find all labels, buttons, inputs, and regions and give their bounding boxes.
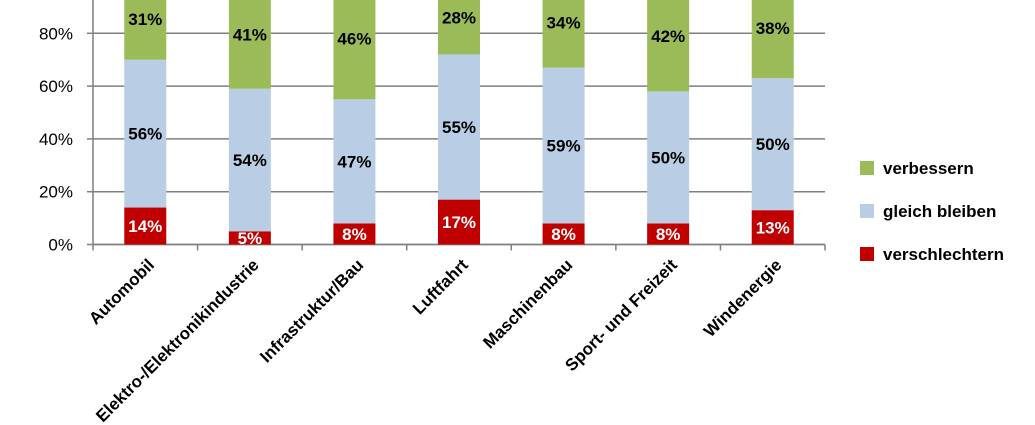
bar-segment-verschlechtern (333, 223, 376, 245)
y-tick-label: 40% (39, 130, 73, 149)
bar-segment-gleich-bleiben (333, 99, 376, 224)
legend-label: gleich bleiben (883, 202, 996, 221)
bar-segment-verbessern (542, 0, 585, 68)
y-tick-label: 20% (39, 183, 73, 202)
bar-segment-verschlechtern (647, 223, 690, 245)
data-label: 54% (233, 151, 267, 170)
data-label: 59% (547, 137, 581, 156)
data-label: 56% (128, 125, 162, 144)
y-tick-label: 60% (39, 77, 73, 96)
x-category-label: Elektro-/Elektronikindustrie (92, 255, 262, 425)
legend: verbessern gleich bleiben verschlechtern (860, 159, 1004, 264)
data-label: 28% (442, 8, 476, 27)
data-label: 47% (337, 152, 371, 171)
bar-segment-verbessern (438, 0, 480, 55)
bar-segment-gleich-bleiben (751, 78, 794, 211)
bar-segment-verbessern (124, 0, 167, 60)
y-tick-label: 80% (39, 24, 73, 43)
data-label: 17% (442, 213, 476, 232)
data-label: 13% (756, 218, 790, 237)
data-label: 8% (342, 225, 367, 244)
y-axis: 0% 20% 40% 60% 80% (39, 0, 94, 255)
data-label: 8% (551, 225, 576, 244)
bar-segment-gleich-bleiben (438, 54, 480, 200)
legend-label: verschlechtern (883, 245, 1004, 264)
bar-segment-verschlechtern (124, 207, 167, 245)
bar-segment-gleich-bleiben (124, 59, 167, 208)
data-label: 50% (651, 148, 685, 167)
x-axis: AutomobilElektro-/ElektronikindustrieInf… (85, 244, 826, 425)
data-label: 41% (233, 26, 267, 45)
y-tick-label: 0% (48, 236, 73, 255)
data-label: 14% (128, 217, 162, 236)
legend-swatch (860, 161, 874, 175)
bar-segment-verschlechtern (751, 210, 794, 245)
bar-segment-verschlechtern (542, 223, 585, 245)
legend-swatch (860, 247, 874, 261)
data-label: 38% (756, 19, 790, 38)
x-category-label: Automobil (85, 255, 158, 328)
bar-segment-gleich-bleiben (542, 67, 585, 224)
bar-segment-verschlechtern (228, 231, 271, 245)
x-category-label: Luftfahrt (409, 255, 472, 318)
bar-segment-verbessern (333, 0, 376, 100)
legend-label: verbessern (883, 159, 974, 178)
data-label: 46% (337, 30, 371, 49)
bar-segment-verbessern (647, 0, 690, 92)
data-label: 5% (238, 229, 263, 248)
bar-segment-verschlechtern (438, 199, 480, 245)
bars: 14% 56% 31% 5% 54% 41% 8% 47% 46% 17% 55% 28% 8% 59% 3… (124, 0, 794, 248)
bar-segment-verbessern (751, 0, 794, 79)
data-label: 8% (656, 225, 681, 244)
data-label: 31% (128, 10, 162, 29)
bar-segment-verbessern (228, 0, 271, 89)
x-category-label: Windenergie (700, 255, 785, 340)
x-category-label: Sport- und Freizeit (561, 255, 681, 375)
bar-segment-gleich-bleiben (228, 88, 271, 232)
x-category-label: Maschinenbau (479, 255, 576, 352)
x-category-label: Infrastruktur/Bau (256, 255, 367, 366)
data-label: 50% (756, 135, 790, 154)
data-label: 42% (651, 27, 685, 46)
data-label: 34% (547, 14, 581, 33)
legend-swatch (860, 204, 874, 218)
bar-segment-gleich-bleiben (647, 91, 690, 224)
data-label: 55% (442, 118, 476, 137)
